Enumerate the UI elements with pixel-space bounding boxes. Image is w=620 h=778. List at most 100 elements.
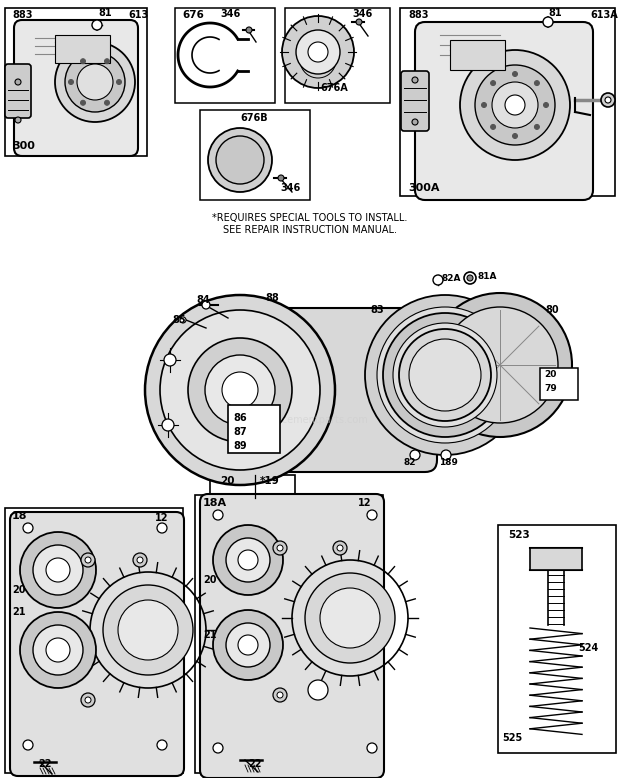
Bar — [530, 548, 582, 570]
Circle shape — [208, 128, 272, 192]
Text: 300A: 300A — [408, 183, 440, 193]
Text: *REQUIRES SPECIAL TOOLS TO INSTALL.: *REQUIRES SPECIAL TOOLS TO INSTALL. — [212, 213, 408, 223]
Circle shape — [81, 553, 95, 567]
Circle shape — [399, 329, 491, 421]
Text: 22: 22 — [38, 759, 51, 769]
Circle shape — [137, 557, 143, 563]
Circle shape — [15, 117, 21, 123]
Circle shape — [490, 81, 495, 86]
Text: 189: 189 — [438, 457, 458, 467]
Circle shape — [412, 77, 418, 83]
Circle shape — [605, 97, 611, 103]
Circle shape — [213, 610, 283, 680]
Bar — [175, 8, 275, 103]
FancyBboxPatch shape — [415, 22, 593, 200]
Text: SEE REPAIR INSTRUCTION MANUAL.: SEE REPAIR INSTRUCTION MANUAL. — [223, 225, 397, 235]
Circle shape — [85, 557, 91, 563]
Circle shape — [117, 79, 122, 85]
Circle shape — [180, 317, 186, 323]
Bar — [285, 8, 390, 103]
Text: 18: 18 — [12, 511, 27, 521]
Circle shape — [365, 295, 525, 455]
Circle shape — [282, 16, 354, 88]
Circle shape — [482, 103, 487, 107]
Text: 21: 21 — [203, 630, 216, 640]
Circle shape — [226, 538, 270, 582]
Circle shape — [246, 27, 252, 33]
Circle shape — [105, 100, 110, 105]
Text: 81: 81 — [98, 8, 112, 18]
FancyBboxPatch shape — [14, 20, 138, 156]
Text: 12: 12 — [155, 513, 169, 523]
Circle shape — [492, 82, 538, 128]
Circle shape — [273, 541, 287, 555]
Circle shape — [213, 510, 223, 520]
Circle shape — [505, 95, 525, 115]
Circle shape — [23, 740, 33, 750]
Circle shape — [238, 635, 258, 655]
Circle shape — [409, 339, 481, 411]
Text: 523: 523 — [508, 530, 529, 540]
Circle shape — [441, 450, 451, 460]
Circle shape — [308, 680, 328, 700]
Text: 883: 883 — [12, 10, 32, 20]
FancyBboxPatch shape — [228, 308, 437, 472]
Circle shape — [202, 301, 210, 309]
Bar — [5, 508, 183, 773]
Bar — [400, 8, 615, 196]
Circle shape — [157, 740, 167, 750]
Circle shape — [534, 124, 539, 129]
Circle shape — [377, 307, 513, 443]
Circle shape — [367, 510, 377, 520]
Text: 613A: 613A — [590, 10, 618, 20]
Text: 20: 20 — [203, 575, 216, 585]
Circle shape — [393, 323, 497, 427]
Circle shape — [213, 525, 283, 595]
Circle shape — [337, 545, 343, 551]
Circle shape — [65, 52, 125, 112]
Circle shape — [46, 638, 70, 662]
Circle shape — [513, 72, 518, 76]
Circle shape — [226, 623, 270, 667]
Circle shape — [601, 93, 615, 107]
Circle shape — [145, 295, 335, 485]
Circle shape — [216, 136, 264, 184]
Circle shape — [460, 50, 570, 160]
Text: 346: 346 — [280, 183, 300, 193]
Circle shape — [543, 17, 553, 27]
Circle shape — [428, 293, 572, 437]
Circle shape — [367, 743, 377, 753]
Circle shape — [162, 419, 174, 431]
Bar — [55, 35, 110, 63]
Text: 525: 525 — [502, 733, 522, 743]
Circle shape — [20, 532, 96, 608]
Text: 676: 676 — [182, 10, 204, 20]
Circle shape — [277, 545, 283, 551]
Circle shape — [433, 275, 443, 285]
Circle shape — [55, 42, 135, 122]
Circle shape — [333, 541, 347, 555]
Text: 613: 613 — [128, 10, 148, 20]
Circle shape — [68, 79, 74, 85]
Circle shape — [160, 310, 320, 470]
Circle shape — [213, 743, 223, 753]
Circle shape — [33, 625, 83, 675]
Circle shape — [490, 124, 495, 129]
Bar — [200, 110, 310, 200]
Text: 79: 79 — [544, 384, 557, 392]
Text: 346: 346 — [352, 9, 372, 19]
Circle shape — [544, 103, 549, 107]
Bar — [195, 495, 383, 773]
Text: 83: 83 — [370, 305, 384, 315]
Circle shape — [77, 64, 113, 100]
Circle shape — [33, 545, 83, 595]
Circle shape — [118, 600, 178, 660]
Circle shape — [534, 81, 539, 86]
Circle shape — [133, 553, 147, 567]
Circle shape — [105, 58, 110, 64]
Text: 80: 80 — [545, 305, 559, 315]
Text: 346: 346 — [220, 9, 241, 19]
Text: 20: 20 — [220, 476, 234, 486]
Circle shape — [308, 42, 328, 62]
Bar — [540, 368, 578, 400]
